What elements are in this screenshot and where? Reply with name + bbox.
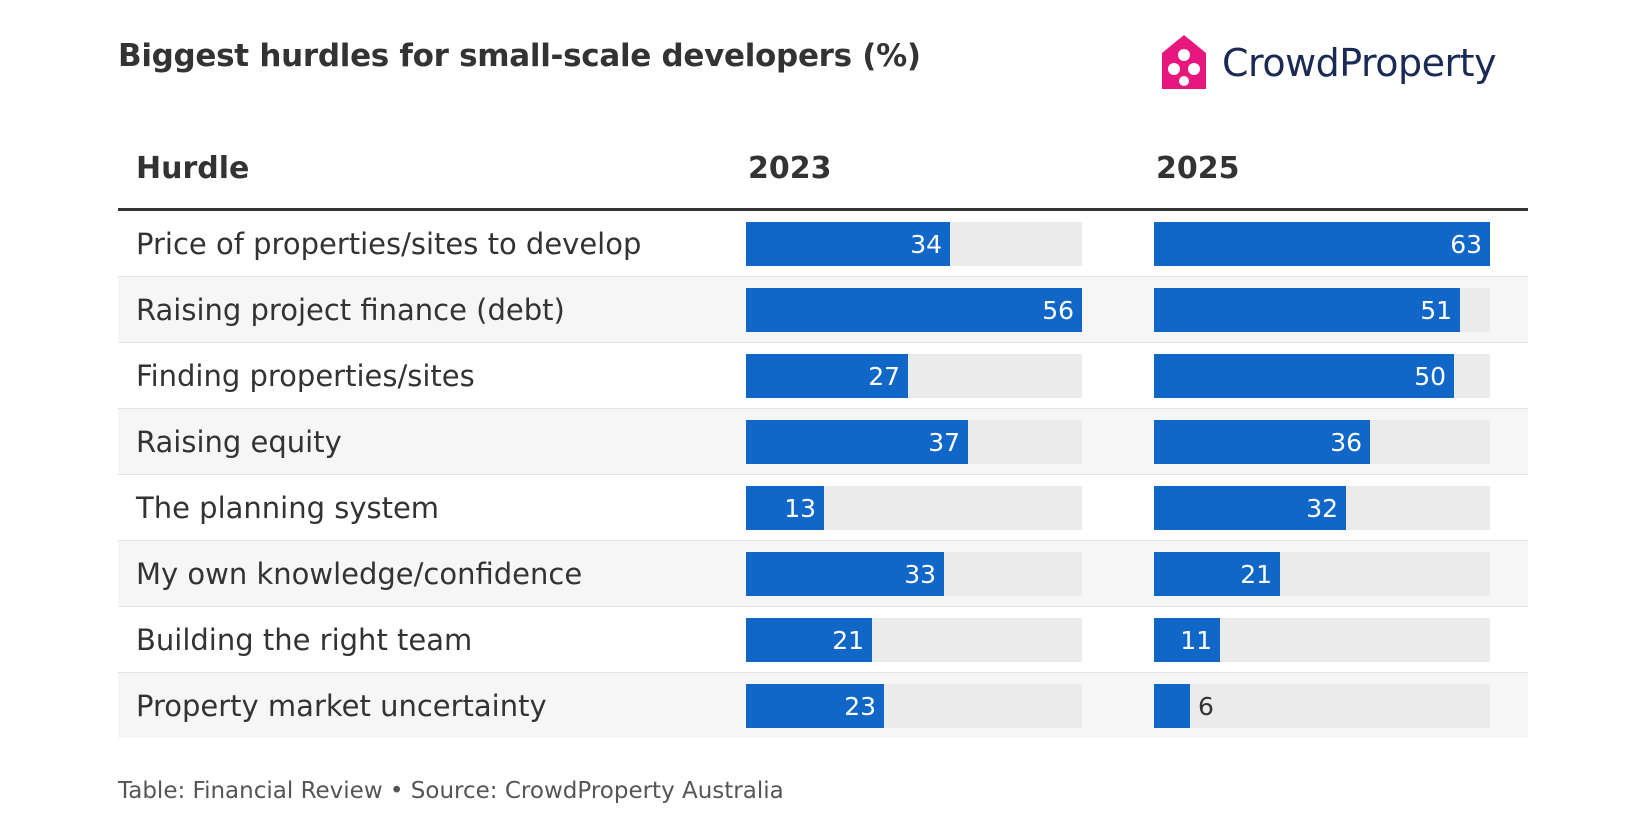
bar-value-label-2023: 37 (928, 427, 960, 457)
table-row: Raising equity 37 36 (118, 409, 1528, 475)
source-footer: Table: Financial Review • Source: CrowdP… (118, 778, 784, 804)
bar-track-2023: 37 (746, 420, 1082, 464)
bar-value-label-2023: 27 (868, 361, 900, 391)
table-row: Property market uncertainty 23 6 (118, 673, 1528, 738)
bar-value-label-2025: 21 (1240, 559, 1272, 589)
bar-value-label-2025: 36 (1330, 427, 1362, 457)
bar-2023 (746, 354, 908, 398)
bar-track-2023: 27 (746, 354, 1082, 398)
bar-value-label-2025: 11 (1180, 625, 1212, 655)
hurdle-label: Building the right team (136, 622, 473, 657)
bar-2023 (746, 222, 950, 266)
bar-value-label-2023: 13 (784, 493, 816, 523)
bar-track-2025: 21 (1154, 552, 1490, 596)
bar-track-2025: 11 (1154, 618, 1490, 662)
hurdle-label: Price of properties/sites to develop (136, 226, 642, 261)
column-header-2025: 2025 (1156, 151, 1240, 186)
bar-track-2025: 6 (1154, 684, 1490, 728)
table-row: Price of properties/sites to develop 34 63 (118, 211, 1528, 277)
bar-track-2025: 36 (1154, 420, 1490, 464)
table-row: Building the right team 21 11 (118, 607, 1528, 673)
bar-track-2023: 56 (746, 288, 1082, 332)
bar-value-label-2023: 34 (910, 229, 942, 259)
crowdproperty-logo-icon (1162, 35, 1206, 89)
bar-value-label-2025: 51 (1420, 295, 1452, 325)
bar-track-2025: 50 (1154, 354, 1490, 398)
bar-2025 (1154, 618, 1220, 662)
bar-value-label-2023: 56 (1042, 295, 1074, 325)
chart-title: Biggest hurdles for small-scale develope… (118, 38, 921, 74)
bar-2023 (746, 288, 1082, 332)
table-header: Hurdle 2023 2025 (118, 140, 1528, 211)
bar-2023 (746, 420, 968, 464)
column-header-hurdle: Hurdle (136, 151, 250, 186)
column-header-2023: 2023 (748, 151, 832, 186)
bar-track-2023: 13 (746, 486, 1082, 530)
bar-track-2023: 33 (746, 552, 1082, 596)
bar-2025 (1154, 420, 1370, 464)
bar-2023 (746, 618, 872, 662)
table-body: Price of properties/sites to develop 34 63… (118, 211, 1528, 738)
hurdle-label: Raising equity (136, 424, 342, 459)
bar-value-label-2023: 21 (832, 625, 864, 655)
hurdles-table: Hurdle 2023 2025 Price of properties/sit… (118, 140, 1528, 738)
table-row: Raising project finance (debt) 56 51 (118, 277, 1528, 343)
bar-value-label-2025: 50 (1414, 361, 1446, 391)
bar-value-label-2023: 23 (844, 691, 876, 721)
bar-2025 (1154, 354, 1454, 398)
bar-2023 (746, 486, 824, 530)
bar-2025 (1154, 486, 1346, 530)
bar-2023 (746, 552, 944, 596)
bar-value-label-2025: 63 (1450, 229, 1482, 259)
table-row: My own knowledge/confidence 33 21 (118, 541, 1528, 607)
bar-2025 (1154, 288, 1460, 332)
bar-value-label-2025: 6 (1198, 691, 1214, 721)
bar-2025 (1154, 222, 1490, 266)
table-row: Finding properties/sites 27 50 (118, 343, 1528, 409)
table-row: The planning system 13 32 (118, 475, 1528, 541)
bar-value-label-2023: 33 (904, 559, 936, 589)
bar-track-2023: 23 (746, 684, 1082, 728)
bar-track-2023: 21 (746, 618, 1082, 662)
bar-track-2025: 63 (1154, 222, 1490, 266)
bar-2025 (1154, 684, 1190, 728)
hurdle-label: My own knowledge/confidence (136, 556, 583, 591)
hurdle-label: Raising project finance (debt) (136, 292, 565, 327)
bar-2023 (746, 684, 884, 728)
brand-logo: CrowdProperty (1158, 30, 1497, 96)
bar-track-2023: 34 (746, 222, 1082, 266)
bar-2025 (1154, 552, 1280, 596)
bar-track-2025: 51 (1154, 288, 1490, 332)
hurdle-label: Property market uncertainty (136, 688, 547, 723)
hurdle-label: The planning system (136, 490, 440, 525)
bar-value-label-2025: 32 (1306, 493, 1338, 523)
brand-name: CrowdProperty (1222, 41, 1497, 85)
bar-track-2025: 32 (1154, 486, 1490, 530)
hurdle-label: Finding properties/sites (136, 358, 475, 393)
